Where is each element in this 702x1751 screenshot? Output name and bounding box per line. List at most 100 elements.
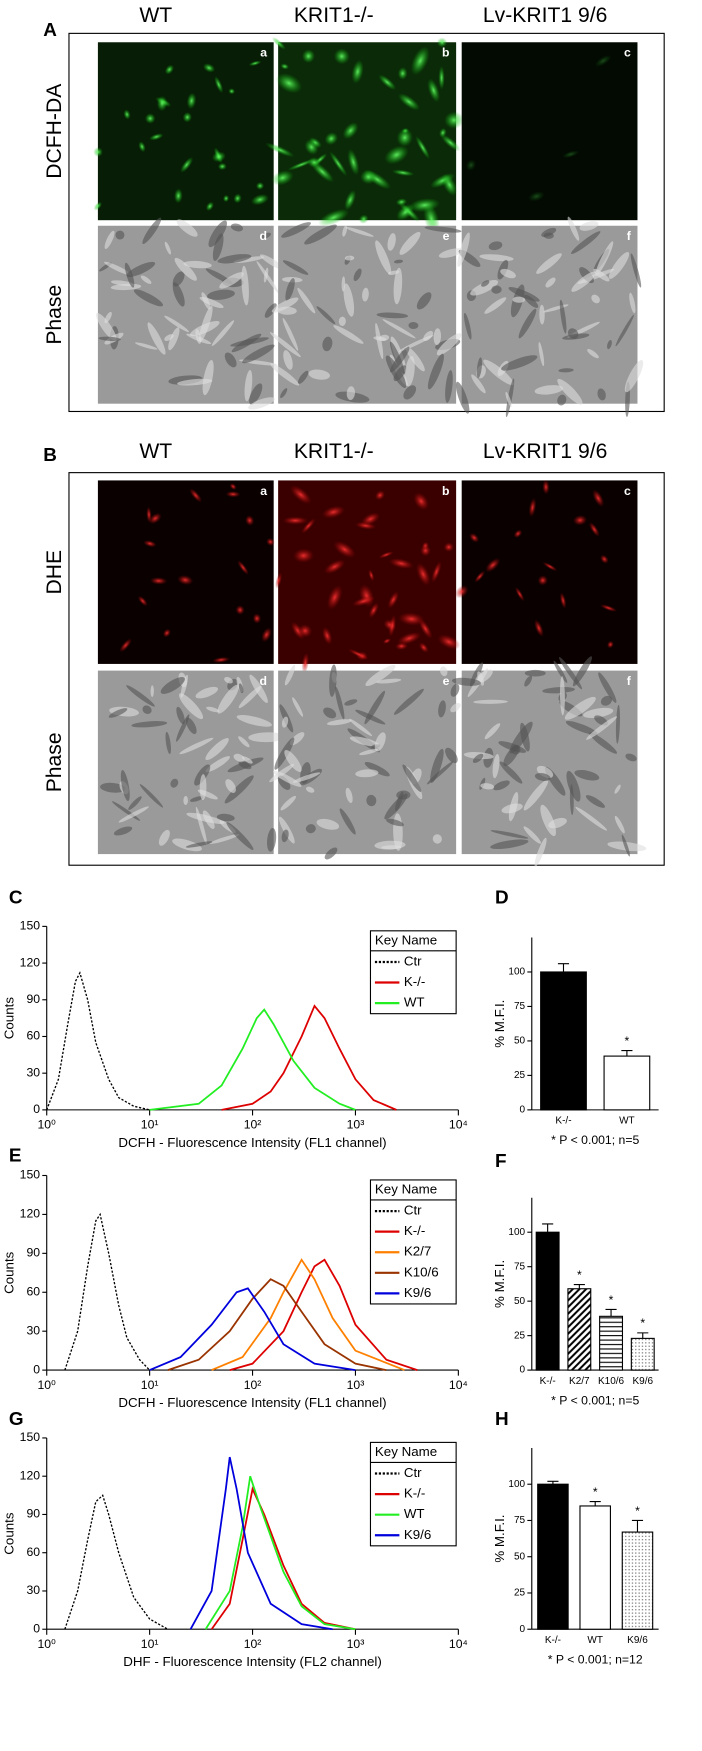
cell [418,642,429,653]
cell [225,491,241,498]
cell [326,584,343,610]
cell [537,575,548,586]
micrograph-bg [97,42,274,221]
cell [229,483,237,491]
histogram-line [46,971,150,1111]
cell [148,512,162,525]
cell [450,683,460,697]
cell [96,312,117,341]
cell [212,233,224,261]
cell [324,559,346,575]
cell [149,577,168,585]
cell [474,570,486,583]
cell [174,257,197,281]
cell [217,254,252,264]
cell [284,749,302,772]
x-tick-label: 10⁰ [37,1378,56,1392]
cell [207,289,235,300]
bar [630,1337,655,1371]
subpanel-letter: c [624,46,631,60]
cell [471,374,486,394]
cell [172,838,202,852]
cell [345,787,353,804]
cell [252,613,262,624]
x-tick-label: 10¹ [141,1637,159,1651]
histogram-line [204,1475,356,1631]
x-tick-label: K-/- [540,1376,556,1387]
cell [119,638,132,653]
cell [375,240,392,275]
cell [436,333,462,356]
cell [490,830,529,839]
cell [438,248,464,258]
cell [624,359,644,393]
bar [567,1288,592,1371]
legend-label: K2/7 [404,1244,431,1259]
cell [297,370,309,384]
footnote: * P < 0.001; n=12 [548,1653,643,1667]
error-bar [589,1501,601,1506]
x-tick-label: 10³ [347,1637,365,1651]
cell [329,664,337,697]
cell [379,334,390,341]
micrograph [455,479,638,664]
cell [426,761,454,785]
subpanel-letter: e [443,229,450,243]
cell [540,804,557,837]
cell [396,128,413,147]
cell [308,369,331,380]
cell [135,342,158,350]
histogram-line [210,1486,356,1631]
cell [304,224,337,245]
x-tick-label: 10¹ [141,1378,159,1392]
cell [146,506,152,523]
cell [355,709,386,725]
cell [275,572,282,589]
cell [375,322,384,360]
y-tick-label: 50 [514,1296,526,1307]
legend-label: K-/- [404,1223,425,1238]
y-tick-label: 0 [520,1105,526,1116]
micrograph [97,670,286,855]
bar [579,1505,611,1630]
error-bar [542,1223,554,1233]
cell [520,722,530,752]
cell [230,223,243,232]
cell [524,669,546,677]
cell [397,631,422,645]
cell [226,822,254,850]
histogram-line [64,1494,169,1630]
cell [542,479,550,495]
cell [324,132,339,146]
cell [629,292,636,314]
cell [423,330,434,341]
cell [440,666,448,677]
cell [436,37,448,48]
cell [433,328,442,346]
cell [248,60,262,67]
cell [285,278,295,301]
cell [209,834,240,844]
cell [307,157,321,168]
error-bar [557,963,570,972]
cell [352,595,376,607]
cell [185,717,197,735]
y-tick-label: 75 [514,1001,526,1012]
cell [264,303,277,318]
legend-label: K10/6 [404,1264,439,1279]
row-label: DHE [43,550,66,595]
cell [571,271,596,292]
cell [179,737,214,755]
cell [438,65,445,90]
cell [272,37,286,50]
cell [293,548,315,563]
column-header: Lv-KRIT1 9/6 [483,4,607,27]
cell [403,385,417,400]
y-tick-label: 120 [20,955,41,969]
cell [183,260,212,269]
cell [93,201,103,211]
cell [499,761,523,784]
cell [534,619,544,637]
bar [599,1315,624,1371]
micrograph [269,222,464,404]
